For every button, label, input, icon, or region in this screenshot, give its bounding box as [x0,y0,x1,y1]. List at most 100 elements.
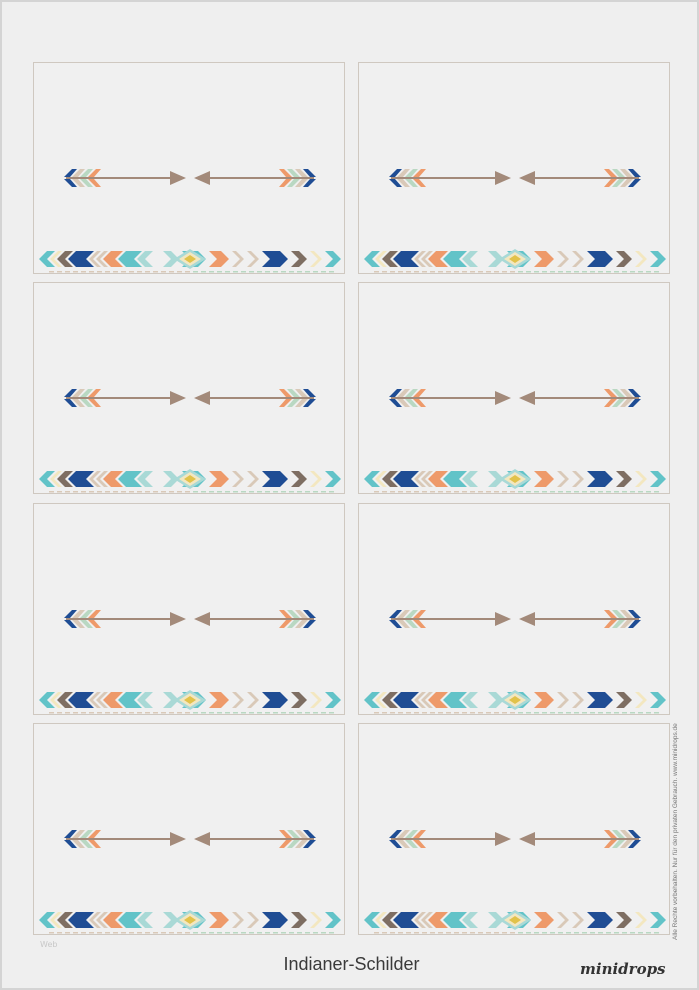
chevron [375,251,387,267]
chevron [572,471,584,487]
dash [470,491,475,493]
dash [209,271,214,273]
arrow-feather [620,389,633,397]
dash [97,932,102,934]
arrow-feather [287,830,300,838]
arrow-feather [397,399,410,407]
arrow-feather [413,830,426,838]
chevron [68,692,94,708]
arrow-feather [405,610,418,618]
dash [145,491,150,493]
dash [494,932,499,934]
dash [478,932,483,934]
dash [486,932,491,934]
arrow-decoration [39,830,341,934]
dash [374,491,379,493]
dash [225,491,230,493]
dash [281,491,286,493]
chevron [572,251,584,267]
dash [313,491,318,493]
dash [510,271,515,273]
dash [654,932,659,934]
arrow-feather [612,610,625,618]
dash [390,932,395,934]
arrow-feather [64,620,77,628]
arrow-feather [628,620,641,628]
chevron [163,912,179,928]
chevron [650,471,666,487]
arrow-feather [279,610,292,618]
dash [542,932,547,934]
dash [177,712,182,714]
dash [518,491,523,493]
chevron [209,251,229,267]
chevron [414,692,426,708]
arrow-feather [295,399,308,407]
arrow-feather [612,830,625,838]
chevron [587,692,613,708]
arrow-decoration [39,389,341,493]
dash [542,491,547,493]
arrow-feather [295,840,308,848]
dash [81,491,86,493]
chevron [557,471,569,487]
dash [526,712,531,714]
arrow-feather [80,179,93,187]
chevron [462,471,478,487]
chevron [375,692,387,708]
arrow-head [519,171,535,185]
dash [297,712,302,714]
dash [478,712,483,714]
chevron [443,251,467,267]
dash [121,932,126,934]
dash [550,491,555,493]
dash [438,712,443,714]
dash [185,491,190,493]
arrow-feather [413,840,426,848]
chevron [50,471,62,487]
dash [510,491,515,493]
arrow-feather [88,830,101,838]
dash [614,712,619,714]
dash [494,271,499,273]
chevron [96,912,108,928]
dash [598,271,603,273]
dash [145,271,150,273]
place-card-4 [358,282,670,494]
dash [161,712,166,714]
arrow-feather [413,610,426,618]
arrow-feather [620,620,633,628]
dash [606,712,611,714]
dash [398,712,403,714]
arrow-head [170,612,186,626]
dash [550,712,555,714]
arrow-feather [405,620,418,628]
dash [193,712,198,714]
dash [265,271,270,273]
arrow-feather [80,830,93,838]
dash [193,932,198,934]
chevron [262,912,288,928]
dash [249,491,254,493]
arrow-feather [72,179,85,187]
dash [646,932,651,934]
arrow-feather [64,179,77,187]
chevron [616,251,632,267]
arrow-feather [628,179,641,187]
dash [65,491,70,493]
arrow-feather [72,389,85,397]
arrow-feather [620,830,633,838]
chevron [310,251,322,267]
chevron [462,251,478,267]
arrow-feather [88,169,101,177]
dash [582,491,587,493]
dash [470,932,475,934]
dash [241,491,246,493]
dash [177,271,182,273]
arrow-feather [397,389,410,397]
dash [49,932,54,934]
dash [406,712,411,714]
dash [638,491,643,493]
dash [422,491,427,493]
arrow-feather [72,610,85,618]
